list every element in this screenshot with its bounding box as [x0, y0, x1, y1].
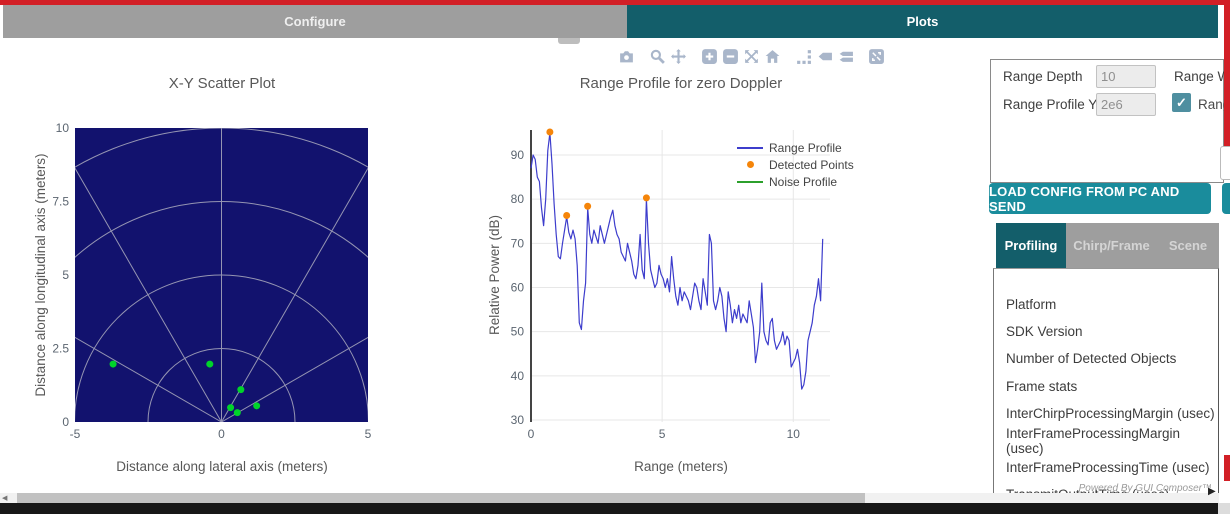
- right-red-border-upper: [1224, 5, 1230, 146]
- legend-label: Range Profile: [769, 140, 842, 155]
- svg-text:7.5: 7.5: [52, 195, 69, 209]
- legend-label: Noise Profile: [769, 174, 838, 189]
- spikelines-icon[interactable]: [795, 48, 812, 65]
- range-checkbox[interactable]: ✓: [1172, 93, 1191, 112]
- param-label: SDK Version: [1006, 324, 1083, 340]
- range-title: Range Profile for zero Doppler: [579, 75, 783, 92]
- divider-handle[interactable]: [558, 38, 580, 44]
- tab-scene[interactable]: Scene: [1157, 223, 1219, 268]
- top-red-border: [0, 0, 1230, 5]
- range-depth-label: Range Depth: [1003, 69, 1083, 84]
- zoom-in-icon[interactable]: [701, 48, 718, 65]
- range-ylabel: Relative Power (dB): [487, 214, 502, 336]
- param-row: InterChirpProcessingMargin (usec): [994, 400, 1218, 427]
- svg-text:80: 80: [511, 192, 525, 206]
- legend-label: Detected Points: [769, 157, 854, 172]
- load-config-button-label: LOAD CONFIG FROM PC AND SEND: [989, 183, 1180, 214]
- tab-scene-label: Scene: [1168, 238, 1208, 253]
- camera-icon[interactable]: [618, 48, 635, 65]
- svg-text:90: 90: [511, 148, 525, 162]
- range-legend[interactable]: Range Profile Detected Points Noise Profil…: [737, 139, 854, 190]
- tab-profiling-label: Profiling: [1004, 238, 1058, 253]
- legend-line-swatch: [737, 180, 763, 183]
- svg-text:60: 60: [511, 281, 525, 295]
- svg-text:30: 30: [511, 413, 525, 427]
- tab-configure[interactable]: Configure: [3, 5, 627, 38]
- scroll-left-arrow-icon[interactable]: ◀: [2, 495, 8, 502]
- svg-text:0: 0: [62, 415, 69, 429]
- param-label: InterFrameProcessingMargin (usec): [1006, 425, 1181, 456]
- scroll-right-arrow-icon[interactable]: ▶: [1208, 486, 1216, 497]
- reset-home-icon[interactable]: [764, 48, 781, 65]
- tab-chirp-frame[interactable]: Chirp/Frame: [1066, 223, 1157, 268]
- svg-text:0: 0: [528, 427, 535, 441]
- range-profile-ymax-label: Range Profile Y max: [1003, 97, 1127, 112]
- range-width-label: Range Wi: [1174, 69, 1230, 84]
- scrollbar-corner: [1218, 503, 1230, 514]
- fullscreen-icon[interactable]: [868, 48, 885, 65]
- check-icon: ✓: [1176, 94, 1187, 110]
- scatter-ylabel: Distance along longitudinal axis (meters…: [33, 153, 48, 397]
- scatter-xlabel: Distance along lateral axis (meters): [116, 459, 328, 474]
- svg-text:-5: -5: [70, 427, 81, 441]
- param-row: Frame stats: [994, 373, 1218, 400]
- tab-configure-label: Configure: [284, 14, 346, 29]
- tab-profiling[interactable]: Profiling: [996, 223, 1066, 268]
- load-config-button[interactable]: LOAD CONFIG FROM PC AND SEND: [989, 183, 1211, 214]
- svg-text:0: 0: [218, 427, 225, 441]
- param-row: InterFrameProcessingMargin (usec): [994, 425, 1218, 456]
- right-red-border-lower: [1224, 455, 1230, 481]
- svg-text:40: 40: [511, 369, 525, 383]
- svg-text:50: 50: [511, 325, 525, 339]
- zoom-out-icon[interactable]: [722, 48, 739, 65]
- svg-text:10: 10: [56, 121, 70, 135]
- range-profile-ymax-input[interactable]: [1096, 93, 1156, 116]
- zoom-icon[interactable]: [649, 48, 666, 65]
- params-panel: Platform SDK Version Number of Detected Ob…: [993, 268, 1219, 503]
- svg-text:5: 5: [365, 427, 372, 441]
- param-row: Number of Detected Objects: [994, 345, 1218, 372]
- svg-text:10: 10: [787, 427, 801, 441]
- plot-controls-panel: Range Depth Range Wi Range Profile Y max…: [990, 59, 1230, 183]
- tab-plots-label: Plots: [906, 14, 939, 29]
- hover-closest-icon[interactable]: [816, 48, 833, 65]
- h-scrollbar-thumb[interactable]: [17, 493, 865, 503]
- range-xlabel: Range (meters): [634, 459, 728, 474]
- scatter-title: X-Y Scatter Plot: [168, 75, 276, 92]
- clipped-input[interactable]: [1220, 146, 1230, 180]
- tab-chirp-frame-label: Chirp/Frame: [1073, 238, 1150, 253]
- pan-icon[interactable]: [670, 48, 687, 65]
- tab-plots[interactable]: Plots: [627, 5, 1218, 38]
- legend-item[interactable]: Noise Profile: [737, 173, 854, 190]
- svg-text:2.5: 2.5: [52, 342, 69, 356]
- plot-toolbar: [616, 47, 887, 65]
- legend-item[interactable]: Detected Points: [737, 156, 854, 173]
- svg-text:70: 70: [511, 236, 525, 250]
- param-label: Platform: [1006, 297, 1057, 313]
- range-depth-input[interactable]: [1096, 65, 1156, 88]
- param-row: InterFrameProcessingTime (usec): [994, 454, 1218, 481]
- svg-text:5: 5: [62, 268, 69, 282]
- legend-line-swatch: [737, 146, 763, 149]
- bottom-bar: [0, 503, 1218, 514]
- autoscale-icon[interactable]: [743, 48, 760, 65]
- param-row: Platform: [994, 291, 1218, 318]
- legend-item[interactable]: Range Profile: [737, 139, 854, 156]
- powered-by-text: Powered By GUI Composer™: [1078, 483, 1212, 494]
- param-label: Number of Detected Objects: [1006, 351, 1177, 367]
- svg-text:5: 5: [659, 427, 666, 441]
- range-checkbox-label: Rang: [1198, 97, 1230, 112]
- param-label: InterFrameProcessingTime (usec): [1006, 460, 1210, 476]
- hover-compare-icon[interactable]: [837, 48, 854, 65]
- legend-marker-swatch: [737, 161, 763, 168]
- param-row: SDK Version: [994, 318, 1218, 345]
- clipped-button[interactable]: [1222, 183, 1230, 214]
- params-tabs: Profiling Chirp/Frame Scene: [996, 223, 1219, 268]
- param-label: InterChirpProcessingMargin (usec): [1006, 405, 1215, 421]
- param-label: Frame stats: [1006, 378, 1078, 394]
